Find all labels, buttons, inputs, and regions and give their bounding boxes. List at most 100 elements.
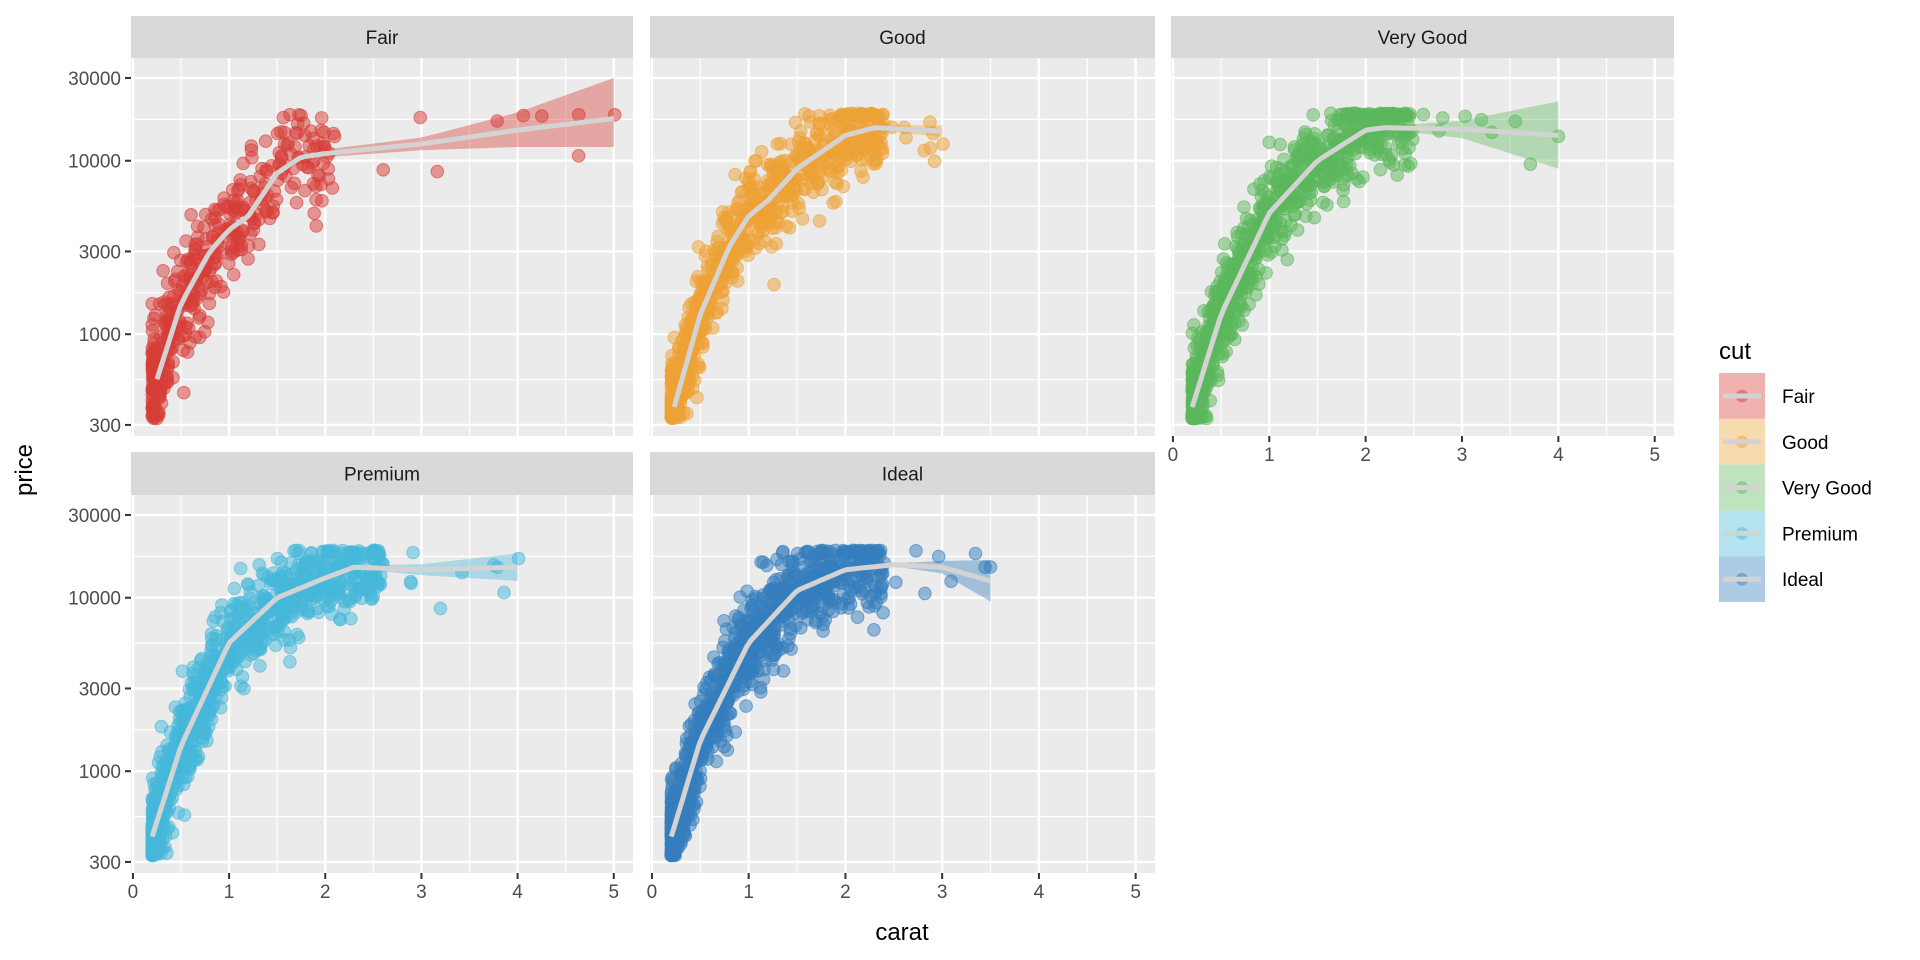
data-point	[666, 773, 680, 788]
data-point	[148, 381, 162, 396]
data-point	[833, 109, 847, 124]
data-point	[863, 148, 877, 163]
y-tick-label: 300	[89, 853, 121, 874]
data-point	[769, 205, 784, 219]
data-point	[813, 554, 828, 568]
legend-label: Premium	[1782, 524, 1858, 545]
facet-strip	[650, 16, 1155, 58]
data-point	[406, 545, 420, 560]
data-point	[936, 137, 950, 151]
data-point	[535, 109, 549, 123]
data-point	[761, 214, 775, 229]
data-point	[838, 545, 853, 559]
data-point	[834, 163, 849, 177]
data-point	[205, 648, 220, 662]
data-point	[918, 586, 932, 601]
data-point	[730, 274, 745, 288]
data-point	[274, 125, 288, 139]
data-point	[917, 143, 931, 158]
data-point	[177, 385, 191, 400]
data-point	[209, 628, 224, 643]
data-point	[1275, 232, 1289, 246]
y-tick-label: 10000	[68, 589, 121, 610]
data-point	[1289, 150, 1304, 164]
data-point	[767, 277, 781, 292]
facet-strip-label: Fair	[366, 28, 399, 49]
data-point	[931, 549, 946, 564]
data-point	[332, 581, 347, 596]
data-point	[328, 556, 342, 571]
data-point	[571, 149, 586, 163]
data-point	[1279, 213, 1293, 228]
data-point	[790, 149, 804, 163]
data-point	[1204, 285, 1219, 299]
data-point	[1523, 157, 1538, 171]
data-point	[751, 180, 766, 195]
facet-strip	[131, 452, 633, 495]
y-tick-label: 30000	[68, 506, 121, 527]
data-point	[983, 560, 998, 574]
y-tick-label: 3000	[79, 242, 121, 263]
data-point	[289, 543, 303, 558]
data-point	[281, 136, 296, 150]
data-point	[1254, 189, 1269, 204]
data-point	[274, 555, 289, 569]
data-point	[716, 293, 731, 307]
data-point	[690, 390, 704, 405]
data-point	[173, 253, 188, 268]
data-point	[147, 311, 161, 326]
data-point	[968, 546, 983, 561]
data-point	[231, 193, 245, 208]
x-tick-label: 3	[1457, 445, 1468, 466]
data-point	[707, 667, 722, 681]
data-point	[784, 642, 799, 656]
facet-strip-label: Ideal	[882, 465, 923, 486]
smooth-confidence-band	[157, 78, 614, 390]
data-point	[279, 600, 293, 615]
data-point	[516, 108, 531, 123]
data-point	[372, 548, 387, 563]
data-point	[766, 584, 780, 599]
data-point	[1398, 158, 1412, 172]
data-point	[349, 573, 363, 587]
data-point	[490, 114, 505, 128]
data-point	[1458, 109, 1472, 124]
data-point	[404, 576, 418, 591]
data-point	[871, 543, 885, 558]
data-point	[835, 596, 849, 611]
data-point	[729, 625, 743, 640]
data-point	[774, 166, 788, 180]
data-point	[944, 574, 958, 589]
data-point	[311, 605, 326, 620]
data-point	[150, 411, 164, 426]
facet-strip	[650, 452, 1155, 495]
x-tick-label: 4	[512, 882, 523, 903]
data-point	[1305, 136, 1320, 150]
x-tick-label: 3	[416, 882, 427, 903]
data-point	[791, 196, 806, 211]
data-point	[327, 129, 342, 144]
data-point	[257, 588, 271, 603]
x-tick-label: 4	[1553, 445, 1564, 466]
data-point	[1264, 245, 1279, 260]
data-point	[780, 571, 795, 586]
data-point	[222, 256, 236, 271]
data-point	[253, 659, 267, 673]
data-point	[1435, 111, 1450, 125]
data-point	[821, 591, 835, 605]
data-point	[202, 708, 217, 722]
data-point	[207, 280, 222, 295]
data-point	[511, 551, 526, 566]
data-point	[430, 164, 445, 179]
data-point	[1264, 171, 1278, 186]
data-point	[754, 685, 768, 699]
facet-strip-label: Very Good	[1378, 28, 1468, 49]
data-point	[226, 267, 241, 282]
data-point	[1217, 237, 1232, 251]
data-point	[1306, 108, 1320, 122]
data-point	[741, 664, 755, 679]
data-point	[1214, 265, 1229, 280]
x-tick-label: 4	[1034, 882, 1045, 903]
data-point	[739, 699, 753, 713]
